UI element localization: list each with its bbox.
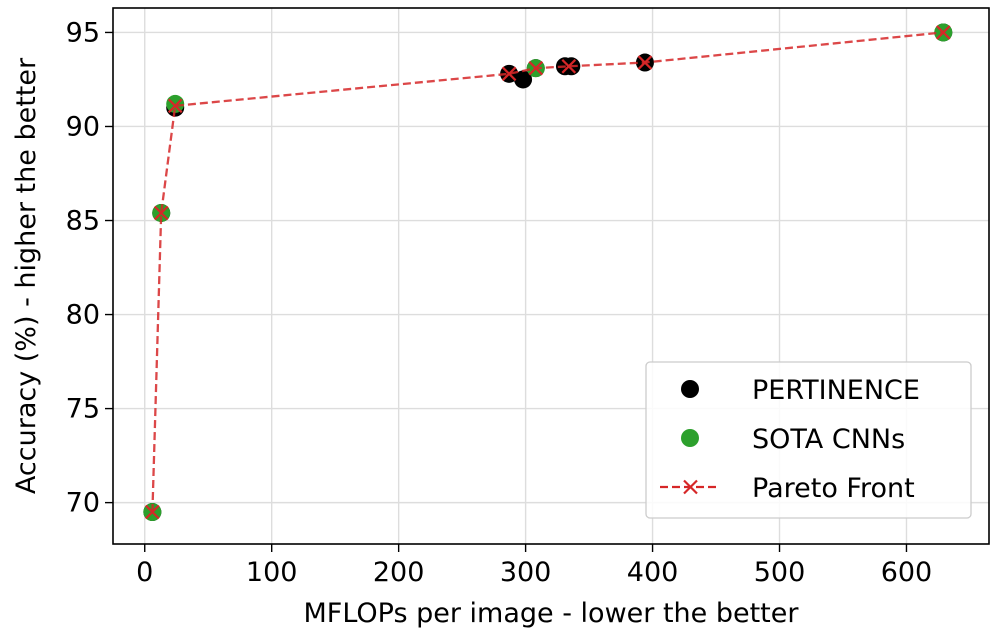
sota-cnn-point [166, 94, 185, 113]
pareto-x-stroke [936, 25, 951, 40]
x-tick-label: 300 [500, 557, 552, 588]
legend-items: PERTINENCE SOTA CNNs Pareto Front [660, 375, 920, 504]
legend-swatch [681, 380, 699, 398]
grid [113, 8, 989, 544]
y-tick-label: 95 [66, 17, 100, 48]
plot-frame [112, 7, 990, 545]
pareto-front-marker [145, 504, 160, 520]
pareto-x-stroke [561, 59, 577, 74]
y-axis-label: Accuracy (%) - higher the better [11, 57, 42, 494]
legend-label: Pareto Front [752, 473, 915, 504]
pareto-front-marker [528, 60, 544, 76]
x-tick-label: 600 [881, 557, 933, 588]
pareto-front-marker [153, 205, 169, 221]
x-tick-label: 100 [246, 557, 298, 588]
x-tick-label: 400 [627, 557, 679, 588]
legend-label: SOTA CNNs [752, 424, 905, 455]
y-tick-label: 85 [66, 206, 100, 237]
pertinence-point [514, 70, 533, 89]
pareto-front-marker [637, 55, 653, 70]
legend: PERTINENCE SOTA CNNs Pareto Front [645, 361, 972, 519]
x-tick-label: 200 [373, 557, 425, 588]
x-axis-label: MFLOPs per image - lower the better [304, 598, 800, 629]
y-tick-label: 90 [66, 111, 100, 142]
legend-item: PERTINENCE [681, 375, 920, 406]
legend-swatch [683, 479, 698, 495]
pareto-front-marker [561, 59, 577, 74]
legend-box [645, 361, 972, 519]
legend-label: PERTINENCE [752, 375, 920, 406]
legend-swatch [681, 429, 699, 447]
pareto-x-stroke [167, 98, 183, 114]
legend-item: SOTA CNNs [681, 424, 905, 455]
y-tick-label: 80 [66, 300, 100, 331]
data-marks [143, 23, 953, 522]
pareto-x-stroke [501, 66, 517, 82]
pareto-front-marker [501, 66, 517, 82]
x-tick-label: 0 [136, 557, 153, 588]
axis-ticks: 0 100 200 300 400 500 600 70 75 80 85 90 95 [66, 17, 933, 588]
legend-item: Pareto Front [660, 473, 915, 504]
pareto-front-marker [167, 98, 183, 114]
pareto-front-line [151, 31, 944, 513]
y-tick-label: 75 [66, 394, 100, 425]
pareto-front-marker [936, 25, 951, 40]
pareto-x-stroke [145, 504, 160, 520]
pareto-x-stroke [153, 205, 169, 221]
pareto-x-stroke [528, 60, 544, 76]
pareto-x-stroke [637, 55, 653, 70]
x-tick-label: 500 [754, 557, 806, 588]
y-tick-label: 70 [66, 488, 100, 519]
